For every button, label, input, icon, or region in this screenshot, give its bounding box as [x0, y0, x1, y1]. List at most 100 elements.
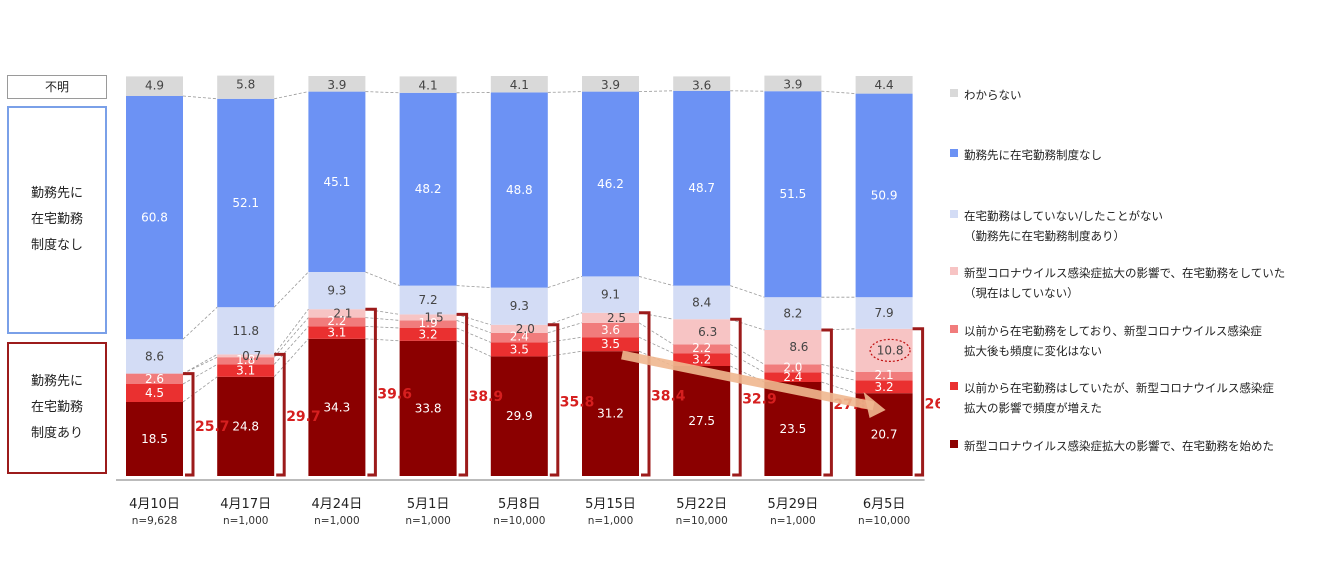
bar-segment-2-6 [673, 344, 731, 354]
bar-segment-5-6 [673, 90, 731, 286]
x-tick-label-4: 5月8日 [498, 497, 541, 512]
legend-label: 新型コロナウイルス感染症拡大の影響で、在宅勤務を始めた [964, 439, 1275, 453]
bar-segment-3-7 [764, 330, 822, 365]
no-telework-system-group-label: 勤務先に 在宅勤務 制度なし [7, 106, 107, 334]
total-bracket-2 [365, 307, 377, 477]
total-bracket-3 [456, 312, 469, 477]
bar-segment-6-3 [399, 76, 457, 93]
connector-line-3-0 [182, 354, 218, 374]
legend-label: 勤務先に在宅勤務制度なし [964, 148, 1102, 162]
connector-line-5-4 [547, 91, 583, 93]
x-sample-size-1: n=1,000 [223, 515, 269, 527]
connector-line-0-2 [365, 338, 400, 342]
bar-segment-5-5 [582, 91, 639, 277]
telework-system-group-label: 勤務先に 在宅勤務 制度あり [7, 342, 107, 474]
bar-segment-4-2 [308, 272, 366, 310]
value-label-0-7: 23.5 [780, 422, 807, 436]
connector-line-0-4 [547, 350, 583, 357]
trend-arrow-head [863, 392, 886, 418]
value-label-6-8: 4.4 [875, 78, 894, 92]
bar-segment-1-0 [126, 384, 183, 402]
value-label-4-4: 9.3 [510, 299, 529, 313]
value-label-6-0: 4.9 [145, 78, 164, 92]
legend-label: 以前から在宅勤務はしていたが、新型コロナウイルス感染症 拡大の影響で頻度が増えた [964, 381, 1274, 415]
bar-segment-5-4 [490, 92, 548, 288]
bar-segment-3-1 [217, 354, 275, 358]
total-bracket-8 [912, 327, 925, 477]
connector-line-5-0 [182, 95, 218, 100]
value-label-0-0: 18.5 [141, 432, 168, 446]
value-label-1-4: 3.5 [510, 342, 529, 356]
legend-label: 在宅勤務はしていない/したことがない （勤務先に在宅勤務制度あり） [964, 209, 1164, 243]
total-label-2: 39.6 [377, 387, 412, 403]
x-sample-size-7: n=1,000 [770, 515, 816, 527]
connector-line-2-0 [182, 356, 218, 374]
x-sample-size-2: n=1,000 [314, 515, 360, 527]
legend-swatch [950, 440, 958, 448]
bar-segment-0-6 [673, 366, 731, 476]
legend-swatch [950, 267, 958, 275]
bar-segment-1-4 [490, 342, 548, 357]
bar-segment-2-7 [764, 364, 822, 373]
value-label-1-1: 3.1 [236, 364, 255, 378]
value-label-3-7: 8.6 [789, 340, 808, 354]
legend-item-0: わからない [950, 85, 1022, 105]
bar-segment-0-5 [582, 351, 639, 476]
value-label-2-0: 2.6 [145, 372, 164, 386]
value-label-3-2: 2.1 [333, 306, 352, 320]
connector-line-1-2 [365, 326, 400, 329]
connector-line-5-2 [365, 91, 400, 94]
x-tick-label-5: 5月15日 [585, 497, 636, 512]
value-label-0-1: 24.8 [232, 419, 259, 433]
value-label-2-2: 2.2 [327, 314, 346, 328]
connector-line-4-5 [638, 276, 674, 286]
value-label-1-8: 3.2 [875, 380, 894, 394]
value-label-3-8: 10.8 [877, 343, 904, 357]
bar-segment-0-2 [308, 338, 366, 476]
total-bracket-6 [730, 317, 742, 477]
value-label-6-5: 3.9 [601, 78, 620, 92]
value-label-2-6: 2.2 [692, 341, 711, 355]
connector-line-2-4 [547, 322, 583, 334]
bar-segment-3-2 [308, 309, 366, 318]
bar-segment-4-6 [673, 285, 731, 320]
value-label-6-6: 3.6 [692, 78, 711, 92]
value-label-2-7: 2.0 [783, 360, 802, 374]
bar-segment-6-4 [490, 76, 548, 93]
legend-label: わからない [964, 88, 1022, 102]
value-label-5-5: 46.2 [597, 177, 624, 191]
total-label-6: 32.9 [742, 392, 777, 408]
bar-segment-3-4 [490, 324, 548, 333]
connector-line-4-0 [182, 306, 218, 340]
x-sample-size-0: n=9,628 [132, 515, 178, 527]
legend-item-3: 新型コロナウイルス感染症拡大の影響で、在宅勤務をしていた （現在はしていない） [950, 263, 1285, 303]
connector-line-3-1 [273, 308, 309, 355]
bar-segment-2-8 [855, 372, 913, 381]
connector-line-5-7 [821, 90, 856, 94]
value-label-4-2: 9.3 [327, 284, 346, 298]
highlight-circle [869, 338, 911, 362]
value-label-4-0: 8.6 [145, 349, 164, 363]
value-label-0-4: 29.9 [506, 409, 533, 423]
bar-segment-0-1 [217, 376, 275, 476]
bar-segment-5-7 [764, 91, 822, 298]
value-label-1-2: 3.1 [327, 326, 346, 340]
connector-line-0-0 [182, 376, 218, 403]
bar-segment-0-0 [126, 402, 183, 476]
bar-segment-1-3 [399, 328, 457, 341]
value-label-5-3: 48.2 [415, 182, 442, 196]
connector-line-2-1 [273, 317, 309, 358]
value-label-0-2: 34.3 [324, 400, 351, 414]
bar-segment-1-1 [217, 364, 275, 377]
bar-segment-5-8 [855, 93, 913, 298]
connector-line-1-0 [182, 364, 218, 385]
bar-segment-4-1 [217, 307, 275, 355]
bar-segment-1-5 [582, 337, 639, 352]
value-label-4-1: 11.8 [232, 324, 259, 338]
value-label-0-5: 31.2 [597, 407, 624, 421]
connector-line-4-3 [456, 285, 491, 288]
bar-segment-4-7 [764, 297, 822, 330]
x-tick-label-2: 4月24日 [311, 497, 362, 512]
value-label-0-8: 20.7 [871, 428, 898, 442]
value-label-4-7: 8.2 [783, 307, 802, 321]
